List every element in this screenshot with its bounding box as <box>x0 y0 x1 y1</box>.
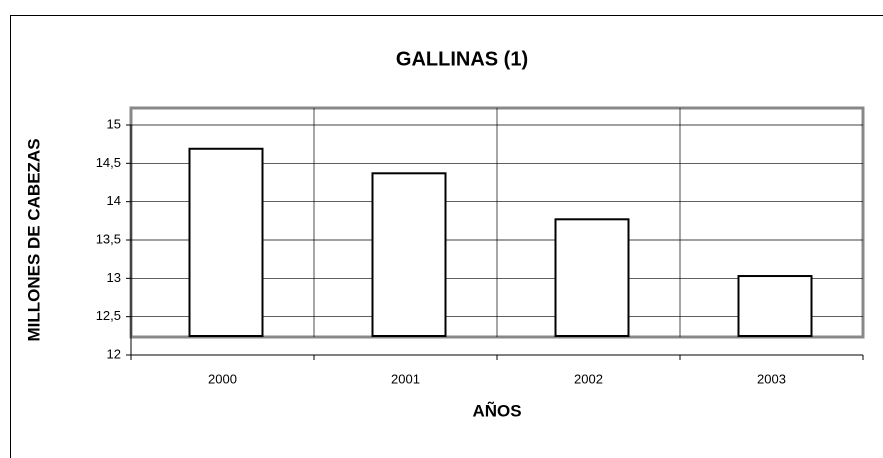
x-tick-label: 2003 <box>757 371 786 386</box>
y-tick-label: 12 <box>107 346 121 361</box>
y-tick-label: 14 <box>107 193 121 208</box>
y-tick-label: 15 <box>107 116 121 131</box>
x-tick-label: 2000 <box>208 371 237 386</box>
bar <box>371 172 447 337</box>
x-tick-label: 2002 <box>574 371 603 386</box>
y-axis-label: MILLONES DE CABEZAS <box>24 138 43 341</box>
y-tick-label: 13,5 <box>96 231 121 246</box>
x-axis-label: AÑOS <box>472 400 521 420</box>
y-tick-label: 14,5 <box>96 155 121 170</box>
bar <box>188 147 264 337</box>
x-tick-label: 2001 <box>391 371 420 386</box>
y-tick-label: 12,5 <box>96 308 121 323</box>
y-tick-label: 13 <box>107 270 121 285</box>
bar <box>554 218 630 337</box>
bar <box>737 275 813 337</box>
chart-title: GALLINAS (1) <box>396 48 528 70</box>
